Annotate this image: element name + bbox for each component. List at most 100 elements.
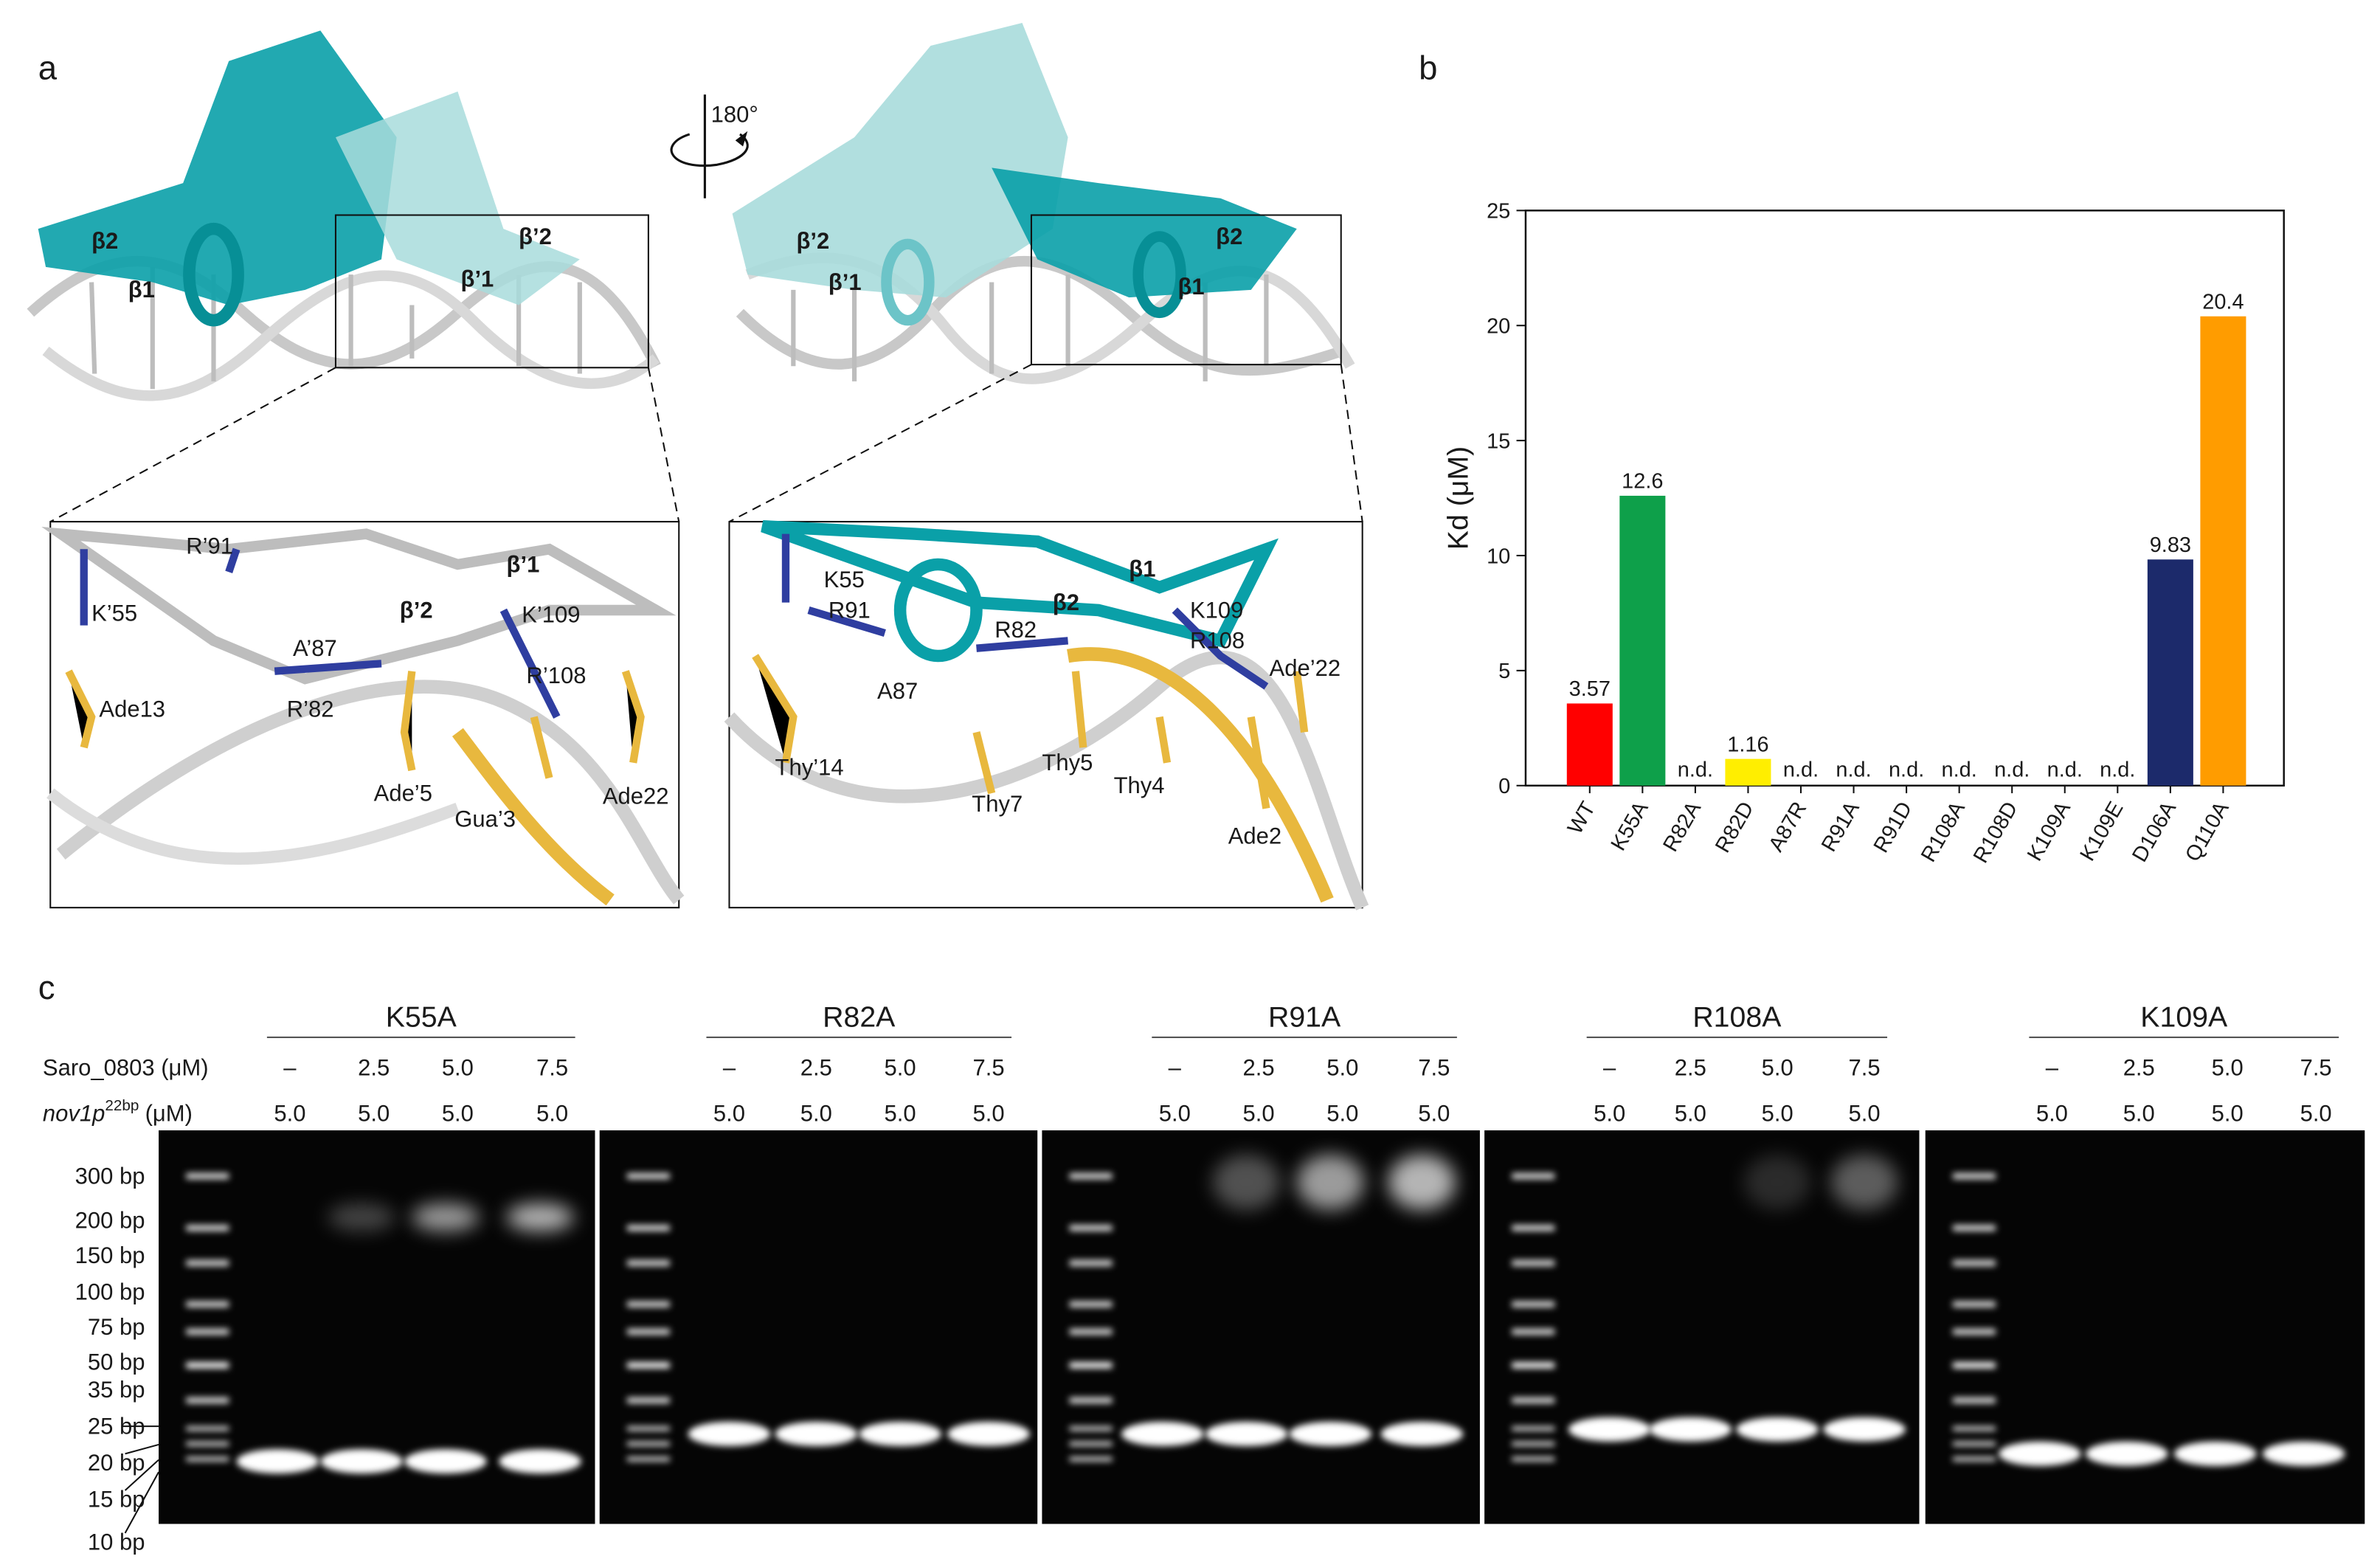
ladder-label: 100 bp (75, 1279, 145, 1305)
gel-title: K109A (2140, 1000, 2228, 1033)
structure-label: β’2 (519, 224, 552, 249)
ladder-band (1952, 1441, 1996, 1447)
structure-label: Thy7 (972, 791, 1023, 817)
y-tick-label: 25 (1487, 200, 1510, 224)
x-tick-label: WT (1563, 798, 1600, 838)
ladder-band (626, 1259, 670, 1267)
conc: 7.5 (1418, 1055, 1450, 1081)
y-tick-label: 5 (1498, 660, 1510, 683)
x-tick-label: R82A (1658, 798, 1706, 856)
shifted-band (1830, 1155, 1898, 1210)
conc: – (283, 1055, 297, 1081)
conc: 2.5 (800, 1055, 832, 1081)
dna-band (1649, 1417, 1732, 1442)
structure-label: β’1 (828, 269, 862, 295)
x-tick-label: R91A (1817, 798, 1864, 856)
ladder-label: 150 bp (75, 1242, 145, 1268)
structure-label: Ade13 (99, 696, 165, 722)
value-label: 3.57 (1569, 677, 1611, 701)
value-label: n.d. (1994, 758, 2030, 781)
dna-band (1380, 1421, 1464, 1447)
structure-label: β1 (128, 277, 155, 303)
x-tick-label: R108D (1969, 798, 2023, 867)
ladder-label: 200 bp (75, 1207, 145, 1233)
structure-label: β’1 (507, 551, 540, 577)
conc: 5.0 (1762, 1101, 1793, 1127)
ladder-band (626, 1362, 670, 1369)
ladder-band (1952, 1362, 1996, 1369)
conc: 5.0 (800, 1101, 832, 1127)
value-label: n.d. (1678, 758, 1713, 781)
conc: 5.0 (972, 1101, 1004, 1127)
conc: 5.0 (1848, 1101, 1880, 1127)
x-tick-label: R91D (1869, 798, 1917, 857)
y-tick-label: 15 (1487, 429, 1510, 453)
conc: – (1603, 1055, 1616, 1081)
dna-band (859, 1421, 941, 1447)
structure-label: R’108 (526, 663, 586, 688)
structure-label: β1 (1177, 274, 1204, 300)
ladder-band (186, 1426, 229, 1431)
structure-label: Thy5 (1042, 750, 1093, 775)
structure-label: R82 (994, 617, 1037, 643)
dna-superscript: 22bp (105, 1097, 139, 1114)
value-label: 20.4 (2202, 290, 2244, 314)
structure-label: K’109 (522, 602, 580, 628)
shifted-band (1213, 1155, 1281, 1210)
dna-unit: (μM) (145, 1101, 193, 1127)
ladder-band (626, 1172, 670, 1180)
conc: 5.0 (1675, 1101, 1706, 1127)
conc: 2.5 (1675, 1055, 1706, 1081)
value-label: 12.6 (1622, 470, 1663, 494)
ladder-band (1952, 1456, 1996, 1462)
conc: 5.0 (885, 1101, 916, 1127)
ladder-band (1069, 1362, 1113, 1369)
structure-label: R’91 (186, 533, 233, 559)
structure-label: Thy4 (1114, 772, 1165, 798)
conc: 5.0 (274, 1101, 305, 1127)
ladder-band (1512, 1301, 1555, 1307)
dna-band (320, 1449, 403, 1474)
ladder-band (626, 1456, 670, 1462)
value-label: n.d. (2100, 758, 2135, 781)
shifted-band (1388, 1155, 1456, 1210)
structure-label: A’87 (293, 635, 337, 661)
dna-band (499, 1449, 581, 1474)
ladder-band (1069, 1172, 1113, 1180)
panel-label: a (38, 49, 58, 87)
conc: 5.0 (536, 1101, 568, 1127)
conc: 5.0 (2300, 1101, 2332, 1127)
ladder-band (626, 1328, 670, 1335)
conc: 7.5 (1848, 1055, 1880, 1081)
structure-label: Ade’22 (1270, 655, 1341, 681)
bar (1566, 703, 1613, 786)
ladder-band (186, 1441, 229, 1447)
ladder-label: 35 bp (88, 1377, 145, 1403)
dna-band (1121, 1421, 1204, 1447)
conc: 5.0 (1243, 1101, 1275, 1127)
x-tick-label: A87R (1764, 798, 1811, 856)
ladder-band (1069, 1259, 1113, 1267)
conc: – (723, 1055, 736, 1081)
conc: 2.5 (1243, 1055, 1275, 1081)
x-tick-label: R108A (1917, 798, 1970, 866)
leader (125, 1443, 159, 1455)
structure-label: R108 (1190, 628, 1245, 654)
ladder-band (626, 1225, 670, 1231)
structure-label: Gua’3 (454, 806, 516, 832)
leader (124, 1471, 159, 1534)
dna-band (2173, 1441, 2257, 1466)
value-label: n.d. (1942, 758, 1977, 781)
dna-band (1999, 1441, 2081, 1466)
x-tick-label: R82D (1711, 798, 1759, 857)
conc: 5.0 (1326, 1055, 1358, 1081)
dna-band (1568, 1417, 1651, 1442)
ladder-band (1512, 1259, 1555, 1267)
ladder-band (186, 1397, 229, 1404)
structure-label: β’2 (400, 597, 433, 623)
shifted-band (328, 1203, 395, 1231)
conc: 5.0 (2212, 1055, 2244, 1081)
dna-band (1823, 1417, 1906, 1442)
conc: 5.0 (1762, 1055, 1793, 1081)
conc: 7.5 (536, 1055, 568, 1081)
